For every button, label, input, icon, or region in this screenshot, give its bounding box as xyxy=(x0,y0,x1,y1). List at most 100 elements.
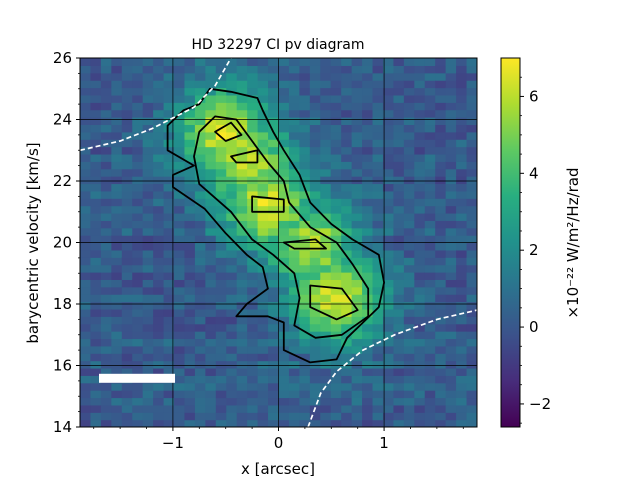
heatmap-cell xyxy=(194,323,206,332)
heatmap-cell xyxy=(236,323,248,332)
heatmap-cell xyxy=(194,139,206,148)
heatmap-cell xyxy=(424,390,436,399)
heatmap-cell xyxy=(382,146,395,155)
heatmap-cell xyxy=(372,404,384,413)
heatmap-cell xyxy=(142,102,154,111)
heatmap-cell xyxy=(414,146,426,155)
heatmap-cell xyxy=(341,382,353,391)
heatmap-cell xyxy=(445,205,457,214)
heatmap-cell xyxy=(90,139,102,148)
heatmap-cell xyxy=(372,212,384,221)
heatmap-cell xyxy=(351,102,363,111)
heatmap-cell xyxy=(153,257,165,266)
heatmap-cell xyxy=(445,176,457,185)
heatmap-cell xyxy=(100,286,112,295)
heatmap-cell xyxy=(163,353,175,362)
heatmap-cell xyxy=(153,367,165,376)
heatmap-cell xyxy=(247,286,259,295)
heatmap-cell xyxy=(184,331,196,340)
heatmap-cell xyxy=(247,264,259,273)
heatmap-cell xyxy=(382,286,395,295)
heatmap-cell xyxy=(205,168,217,177)
heatmap-cell xyxy=(226,168,238,177)
heatmap-cell xyxy=(80,353,92,362)
heatmap-cell xyxy=(288,397,300,406)
heatmap-cell xyxy=(236,205,248,214)
heatmap-cell xyxy=(268,382,280,391)
heatmap-cell xyxy=(257,419,269,427)
heatmap-cell xyxy=(205,183,217,192)
heatmap-cell xyxy=(372,279,384,288)
heatmap-cell xyxy=(184,94,196,103)
heatmap-cell xyxy=(90,183,102,192)
heatmap-cell xyxy=(445,220,457,229)
heatmap-cell xyxy=(309,183,321,192)
heatmap-cell xyxy=(414,183,426,192)
heatmap-cell xyxy=(320,308,332,317)
heatmap-cell xyxy=(268,205,280,214)
heatmap-cell xyxy=(435,176,447,185)
heatmap-cell xyxy=(132,353,144,362)
heatmap-cell xyxy=(121,249,133,258)
heatmap-cell xyxy=(215,323,227,332)
heatmap-cell xyxy=(466,257,477,266)
heatmap-cell xyxy=(414,294,426,303)
heatmap-cell xyxy=(174,367,186,376)
heatmap-cell xyxy=(362,390,374,399)
heatmap-cell xyxy=(435,353,447,362)
heatmap-cell xyxy=(341,65,353,74)
heatmap-cell xyxy=(445,72,457,81)
heatmap-cell xyxy=(111,72,123,81)
heatmap-cell xyxy=(194,286,206,295)
heatmap-cell xyxy=(362,338,374,347)
heatmap-cell xyxy=(372,205,384,214)
heatmap-cell xyxy=(382,102,395,111)
heatmap-cell xyxy=(414,212,426,221)
heatmap-cell xyxy=(194,183,206,192)
heatmap-cell xyxy=(466,367,477,376)
heatmap-cell xyxy=(341,80,353,89)
heatmap-cell xyxy=(111,272,123,280)
heatmap-cell xyxy=(288,176,300,185)
heatmap-cell xyxy=(414,80,426,89)
heatmap-cell xyxy=(278,220,290,229)
heatmap-cell xyxy=(268,153,280,162)
heatmap-cell xyxy=(121,257,133,266)
heatmap-cell xyxy=(341,153,353,162)
heatmap-cell xyxy=(132,153,144,162)
heatmap-cell xyxy=(194,72,206,81)
heatmap-cell xyxy=(351,212,363,221)
heatmap-cell xyxy=(194,257,206,266)
heatmap-cell xyxy=(257,375,269,384)
heatmap-cell xyxy=(278,419,290,427)
heatmap-cell xyxy=(257,212,269,221)
heatmap-cell xyxy=(174,161,186,170)
heatmap-cell xyxy=(163,367,175,376)
heatmap-cell xyxy=(184,242,196,251)
heatmap-cell xyxy=(320,375,332,384)
heatmap-cell xyxy=(362,94,374,103)
heatmap-cell xyxy=(121,183,133,192)
heatmap-cell xyxy=(121,323,133,332)
heatmap-cell xyxy=(215,397,227,406)
heatmap-cell xyxy=(247,331,259,340)
heatmap-cell xyxy=(215,72,227,81)
heatmap-cell xyxy=(351,301,363,310)
heatmap-cell xyxy=(351,390,363,399)
heatmap-cell xyxy=(184,375,196,384)
heatmap-cell xyxy=(362,168,374,177)
heatmap-cell xyxy=(257,153,269,162)
heatmap-cell xyxy=(142,161,154,170)
heatmap-cell xyxy=(247,102,259,111)
heatmap-cell xyxy=(330,257,342,266)
heatmap-cell xyxy=(403,212,415,221)
heatmap-cell xyxy=(194,65,206,74)
heatmap-cell xyxy=(341,139,353,148)
heatmap-cell xyxy=(278,139,290,148)
heatmap-cell xyxy=(372,72,384,81)
heatmap-cell xyxy=(205,72,217,81)
heatmap-cell xyxy=(424,375,436,384)
heatmap-cell xyxy=(268,412,280,421)
heatmap-cell xyxy=(309,264,321,273)
heatmap-cell xyxy=(362,161,374,170)
